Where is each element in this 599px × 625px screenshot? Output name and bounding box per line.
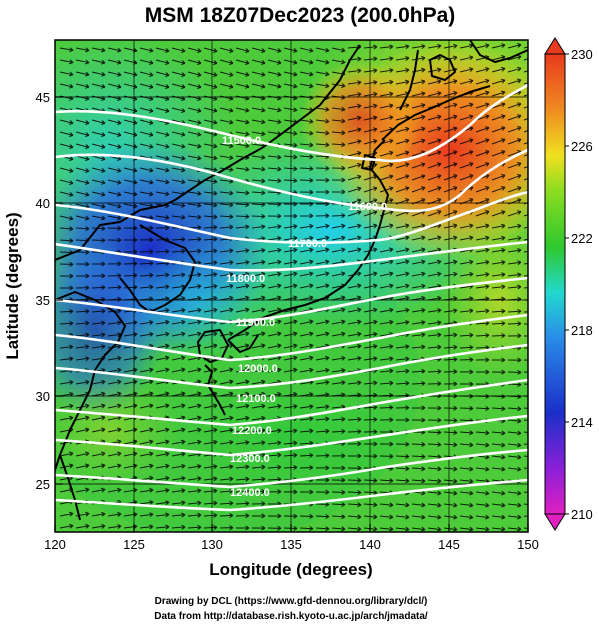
contour-label: 11700.0	[288, 238, 327, 250]
y-tick-label: 30	[36, 389, 50, 404]
y-tick-labels: 45 40 35 30 25	[36, 90, 50, 492]
colorbar: 230 226 222 218 214 210	[544, 37, 593, 531]
contour-label: 12200.0	[232, 425, 272, 437]
colorbar-label: 226	[571, 139, 593, 154]
x-tick-label: 125	[123, 537, 145, 552]
x-tick-labels: 120 125 130 135 140 145 150	[44, 537, 539, 552]
x-tick-label: 150	[517, 537, 539, 552]
x-tick-label: 145	[438, 537, 460, 552]
colorbar-gradient	[544, 53, 566, 515]
x-tick-label: 130	[201, 537, 223, 552]
colorbar-label: 222	[571, 231, 593, 246]
colorbar-label: 218	[571, 323, 593, 338]
contour-label: 11500.0	[222, 135, 261, 147]
footer-source: Data from http://database.rish.kyoto-u.a…	[154, 611, 428, 622]
contour-label: 11900.0	[236, 317, 275, 329]
colorbar-label: 210	[571, 507, 593, 522]
x-tick-label: 120	[44, 537, 66, 552]
colorbar-max-arrow	[544, 37, 566, 55]
contour-label: 12400.0	[230, 487, 270, 499]
contour-label: 11800.0	[226, 273, 265, 285]
contour-label: 12000.0	[238, 363, 278, 375]
height-contours	[55, 83, 528, 512]
x-axis-label: Longitude (degrees)	[209, 560, 372, 579]
contour-labels: 11500.0 11600.0 11700.0 11800.0 11900.0 …	[222, 135, 387, 499]
x-tick-label: 140	[359, 537, 381, 552]
y-tick-label: 45	[36, 90, 50, 105]
y-tick-label: 35	[36, 293, 50, 308]
y-tick-label: 25	[36, 477, 50, 492]
footer-credit: Drawing by DCL (https://www.gfd-dennou.o…	[155, 596, 428, 607]
y-tick-label: 40	[36, 196, 50, 211]
temperature-field	[55, 40, 528, 532]
contour-label: 11600.0	[348, 201, 387, 213]
x-tick-label: 135	[280, 537, 302, 552]
colorbar-label: 230	[571, 47, 593, 62]
y-axis-label: Latitude (degrees)	[3, 212, 22, 359]
axis-ticks	[54, 96, 529, 532]
colorbar-min-arrow	[544, 513, 566, 531]
plot-title: MSM 18Z07Dec2023 (200.0hPa)	[145, 4, 456, 27]
colorbar-label: 214	[571, 415, 593, 430]
contour-label: 12100.0	[236, 393, 276, 405]
contour-label: 12300.0	[230, 453, 270, 465]
